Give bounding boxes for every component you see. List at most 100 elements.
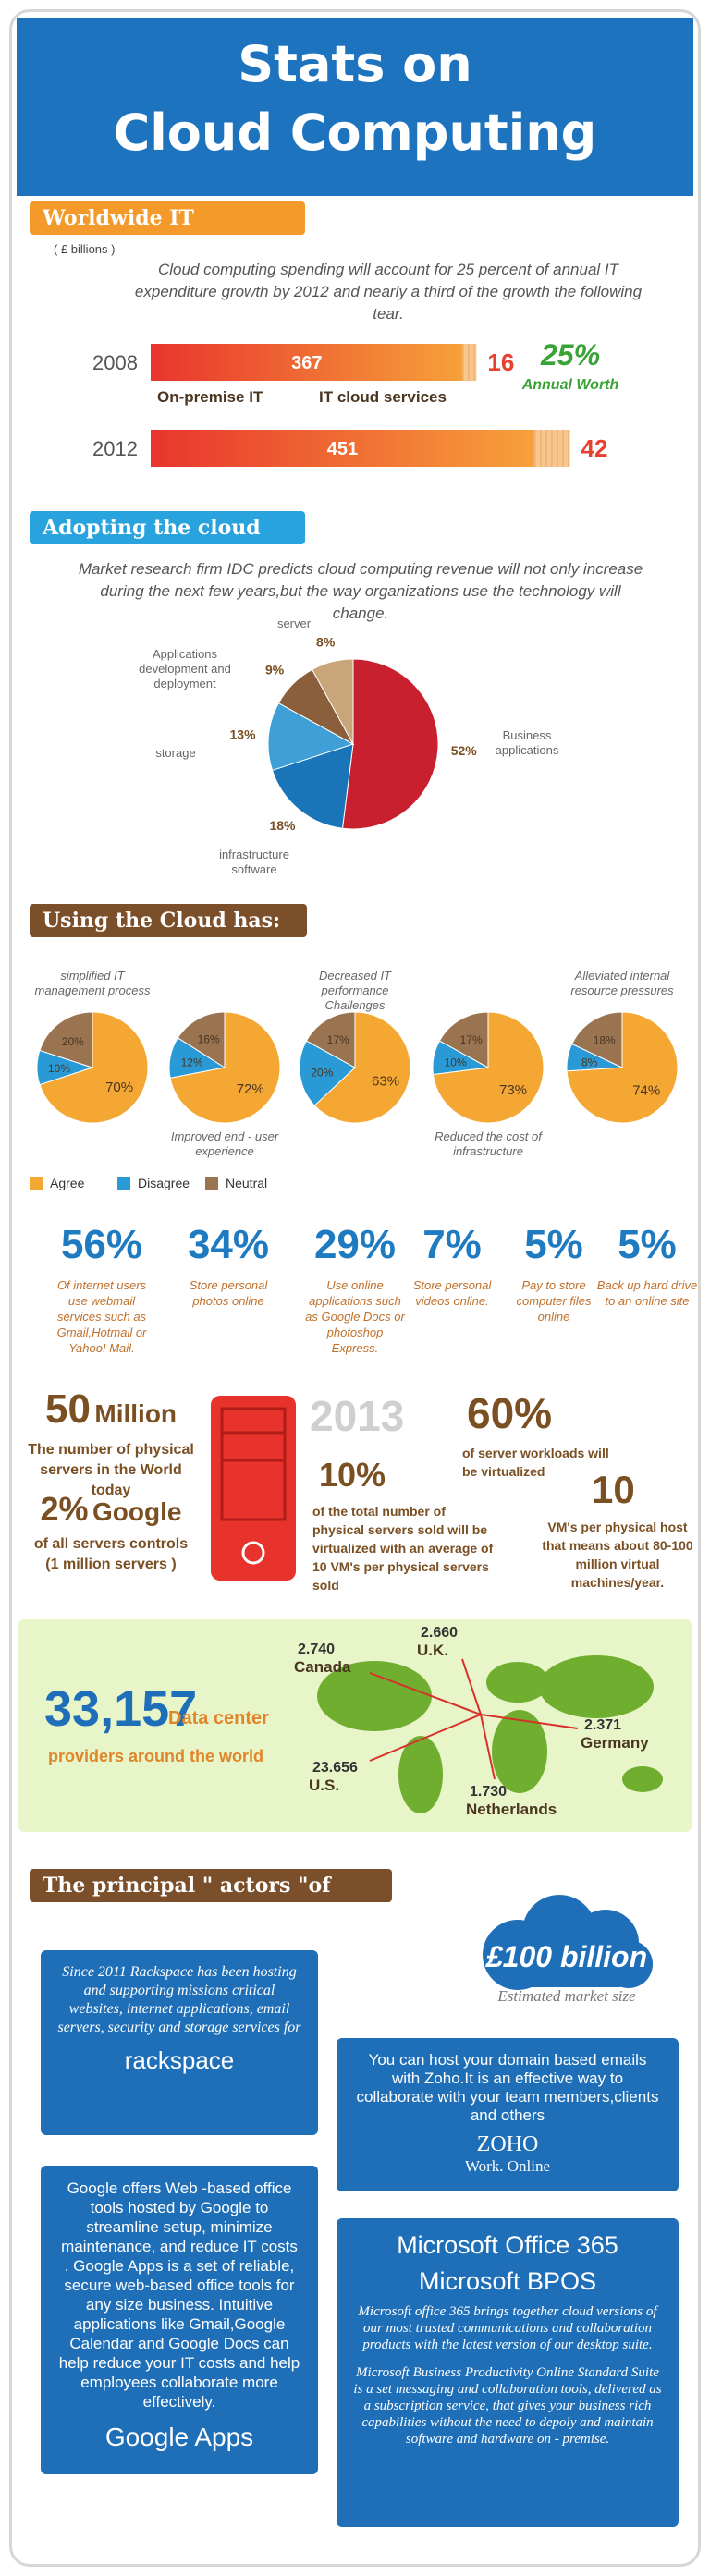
location-name: Canada: [294, 1658, 351, 1676]
slice-name: Business applications: [495, 728, 559, 757]
microsoft-box: Microsoft Office 365 Microsoft BPOS Micr…: [337, 2218, 679, 2527]
stat-value: 29%: [313, 1222, 397, 1267]
slice-name: storage: [155, 746, 196, 760]
pie-caption: Improved end - user experience: [170, 1129, 279, 1158]
slice-label: 18%: [269, 818, 296, 833]
location-value: 2.740: [298, 1642, 336, 1657]
server-icon: [220, 1407, 287, 1521]
title: Microsoft Office 365: [397, 2231, 618, 2259]
location-name: U.K.: [417, 1642, 448, 1659]
bar: [151, 430, 534, 467]
total-text: providers around the world: [48, 1747, 264, 1765]
stat-text: Use online applications such as Google D…: [305, 1278, 405, 1355]
location-name: Netherlands: [466, 1801, 557, 1818]
slice-label: 17%: [460, 1033, 483, 1046]
legend-label: IT cloud services: [319, 388, 447, 406]
stat-value: 34%: [187, 1222, 270, 1267]
stat-text: of all servers controls (1 million serve…: [33, 1536, 189, 1572]
slice-label: 13%: [230, 726, 257, 741]
text: Google offers Web -based office tools ho…: [58, 2179, 300, 2411]
legend-label: Agree: [50, 1176, 85, 1190]
title: Microsoft BPOS: [418, 2267, 597, 2295]
pie-caption: Alleviated internal resource pressures: [570, 969, 674, 997]
text: Microsoft Business Productivity Online S…: [353, 2365, 662, 2447]
location-value: 23.656: [312, 1760, 358, 1776]
bar: [462, 344, 477, 381]
name: Google: [92, 1497, 182, 1526]
tagline: Work. Online: [464, 2157, 551, 2175]
section-label: Worldwide IT spending: [30, 201, 305, 263]
rackspace-box: Since 2011 Rackspace has been hosting an…: [41, 1950, 318, 2135]
slice-label: 73%: [499, 1082, 527, 1098]
stat-text: VM's per physical host that means about …: [542, 1520, 693, 1590]
stat-value: 5%: [524, 1222, 583, 1267]
server-icon: [211, 1396, 296, 1581]
value-label: 451: [327, 439, 358, 459]
stat-text: Pay to store computer files online: [516, 1278, 592, 1324]
section-label: Using the Cloud has:: [30, 904, 307, 937]
value-label: 42: [581, 434, 608, 462]
pie-slice: [299, 1040, 356, 1106]
unit: ( £ billions ): [54, 242, 116, 256]
location-value: 1.730: [470, 1784, 508, 1800]
pie-caption: simplified IT management process: [34, 969, 151, 997]
year: 2013: [310, 1392, 405, 1440]
title: Cloud Computing: [113, 104, 597, 162]
count: 50: [44, 1386, 91, 1432]
stat-text: Store personal videos online.: [412, 1278, 492, 1308]
slice-label: 20%: [62, 1035, 84, 1048]
slice-name: Applications development and deployment: [139, 647, 231, 690]
pie-caption: Reduced the cost of infrastructure: [435, 1129, 542, 1158]
title: Stats on: [238, 35, 472, 93]
pie-slice: [313, 1011, 411, 1124]
section-label: The principal " actors "of cloud: [30, 1869, 392, 1931]
slice-label: 9%: [265, 662, 285, 677]
google-share: 2% Google: [28, 1490, 194, 1529]
slice-label: 12%: [181, 1056, 203, 1068]
legend-label: On-premise IT: [157, 388, 263, 406]
stat-value: 56%: [60, 1222, 143, 1267]
stat-value: 7%: [422, 1222, 482, 1267]
stat-text: Of internet users use webmail services s…: [56, 1278, 147, 1355]
pie-slice: [438, 1011, 489, 1068]
brand: Google Apps: [104, 2423, 254, 2451]
value-label: 16: [487, 348, 514, 376]
slice-label: 8%: [316, 635, 336, 650]
growth-label: Annual Worth: [521, 377, 619, 393]
legend-label: Neutral: [226, 1176, 267, 1190]
pie-slice: [305, 1011, 356, 1068]
zoho-box: You can host your domain based emails wi…: [337, 2038, 679, 2191]
vm-count: 10: [592, 1468, 635, 1511]
paragraph: Cloud computing spending will account fo…: [134, 261, 643, 323]
slice-label: 10%: [445, 1056, 467, 1068]
pie-slice: [341, 658, 439, 830]
stat-text: of the total number of physical servers …: [312, 1504, 494, 1593]
text: Microsoft office 365 brings together clo…: [358, 2304, 657, 2352]
pie-caption: Decreased IT performance Challenges: [318, 969, 392, 1012]
pie-slice: [311, 658, 354, 745]
world-map: [317, 1655, 663, 1813]
stat-text: Store personal photos online: [189, 1278, 268, 1308]
count-unit: Million: [94, 1399, 178, 1428]
market-cloud: [483, 1895, 653, 1990]
pie-slice: [177, 1011, 226, 1068]
pie-slice: [571, 1011, 623, 1068]
slice-label: 18%: [594, 1034, 616, 1047]
stat-text: Back up hard drive to an online site: [596, 1278, 698, 1308]
bar: [151, 344, 463, 381]
text: Since 2011 Rackspace has been hosting an…: [57, 1964, 301, 2035]
brand: ZOHO: [476, 2132, 539, 2156]
bar: [533, 430, 570, 467]
text: You can host your domain based emails wi…: [356, 2051, 659, 2124]
slice-label: 20%: [311, 1067, 333, 1080]
pct: 2%: [40, 1490, 89, 1528]
brand: rackspace: [124, 2046, 235, 2074]
stat-text: The number of physical servers in the Wo…: [28, 1442, 194, 1498]
location-value: 2.660: [421, 1625, 459, 1641]
slice-label: 8%: [581, 1056, 598, 1068]
total-label: Data center: [168, 1708, 269, 1728]
server-icon: [241, 1541, 265, 1565]
header: [17, 18, 693, 196]
